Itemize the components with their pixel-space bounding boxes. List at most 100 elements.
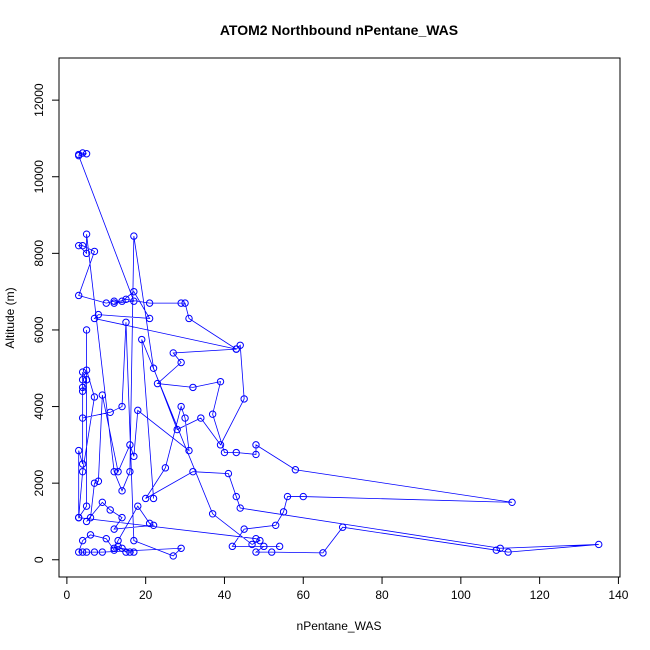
x-tick-label: 60: [297, 588, 311, 602]
data-point: [252, 534, 260, 543]
series-line: [77, 152, 599, 557]
data-point: [169, 349, 177, 357]
data-point: [90, 548, 99, 556]
data-point: [141, 494, 150, 503]
data-point: [169, 552, 177, 560]
data-point: [78, 548, 87, 556]
data-point: [94, 477, 103, 485]
y-tick-label: 0: [32, 556, 46, 563]
data-point: [78, 383, 87, 392]
data-point: [216, 377, 225, 386]
data-point: [82, 326, 91, 334]
data-point: [114, 536, 122, 545]
y-tick-label: 10000: [32, 160, 46, 194]
data-point: [232, 448, 240, 457]
data-point: [126, 467, 134, 476]
data-point: [82, 502, 91, 510]
data-point: [283, 492, 292, 501]
data-point: [110, 467, 118, 476]
data-point: [110, 525, 118, 533]
data-point: [110, 546, 118, 554]
data-point: [106, 506, 114, 514]
data-point: [299, 492, 307, 501]
data-point: [74, 513, 83, 522]
data-point: [149, 521, 158, 529]
data-point: [118, 544, 126, 552]
data-point: [177, 299, 185, 307]
data-point: [82, 517, 91, 526]
data-point: [78, 467, 87, 476]
data-point: [252, 548, 260, 556]
data-point: [177, 358, 185, 367]
data-point: [130, 232, 138, 240]
data-point: [291, 466, 300, 474]
data-point: [114, 467, 122, 476]
data-point: [185, 314, 193, 323]
data-point: [177, 402, 185, 411]
data-point: [130, 536, 138, 545]
data-point: [78, 376, 87, 384]
data-point: [492, 546, 500, 554]
data-point: [102, 299, 110, 307]
x-tick-label: 100: [451, 588, 471, 602]
data-point: [82, 376, 91, 384]
data-point: [118, 487, 126, 495]
data-point: [134, 406, 142, 415]
data-point: [208, 410, 217, 418]
data-point: [149, 364, 158, 372]
x-tick-label: 120: [530, 588, 550, 602]
data-point: [153, 379, 162, 388]
data-point: [90, 247, 99, 256]
data-point: [232, 345, 240, 353]
data-point: [122, 295, 130, 304]
data-point: [134, 502, 142, 510]
data-point: [98, 548, 107, 556]
data-point: [189, 383, 197, 392]
data-point: [130, 452, 138, 461]
data-point: [224, 469, 233, 478]
data-point: [240, 395, 248, 403]
data-point: [106, 408, 114, 416]
data-point: [271, 521, 280, 529]
data-point: [122, 318, 130, 326]
data-point: [122, 548, 130, 556]
data-point: [145, 519, 154, 528]
x-tick-label: 80: [375, 588, 389, 602]
data-point: [208, 510, 217, 518]
data-point: [110, 297, 118, 305]
data-point: [248, 540, 256, 549]
data-point: [256, 536, 264, 545]
data-point: [74, 241, 83, 250]
data-point: [126, 441, 134, 449]
data-point: [118, 297, 126, 305]
data-point: [240, 525, 248, 533]
x-tick-label: 140: [608, 588, 628, 602]
x-tick-label: 0: [64, 588, 71, 602]
data-point: [98, 391, 107, 399]
data-point: [78, 414, 87, 422]
data-point: [181, 414, 189, 422]
data-point: [130, 548, 138, 556]
data-point: [110, 544, 118, 552]
y-tick-label: 12000: [32, 83, 46, 117]
data-point: [114, 542, 122, 551]
data-point: [98, 498, 107, 507]
chart-title: ATOM2 Northbound nPentane_WAS: [220, 22, 458, 38]
data-point: [82, 366, 91, 374]
data-point: [126, 548, 134, 556]
data-point: [110, 299, 118, 307]
data-point: [216, 441, 225, 449]
data-point: [90, 393, 99, 401]
data-point: [260, 542, 268, 551]
data-point: [78, 241, 87, 250]
data-point: [78, 536, 87, 545]
x-tick-label: 40: [218, 588, 232, 602]
data-point: [185, 446, 193, 455]
data-point: [82, 230, 91, 238]
x-axis-label: nPentane_WAS: [297, 619, 382, 633]
data-point: [86, 531, 95, 539]
data-point: [145, 299, 154, 307]
data-point: [82, 150, 91, 158]
data-point: [252, 441, 260, 449]
data-point: [181, 299, 189, 307]
